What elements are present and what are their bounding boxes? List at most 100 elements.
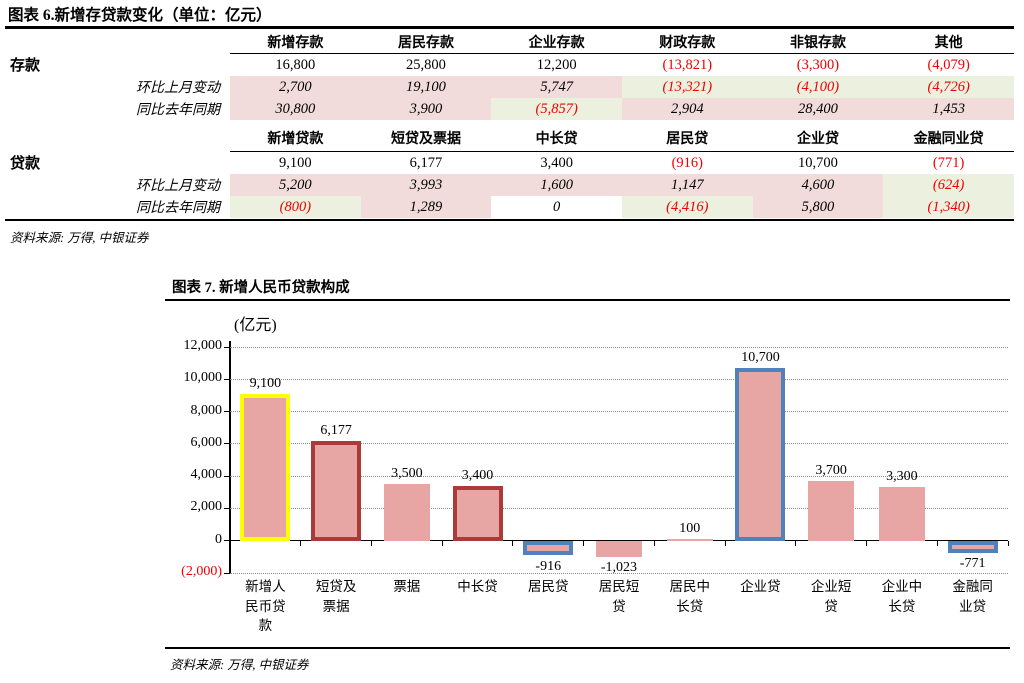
bar-chart-plot-area: (亿元) 12,000 10,000 8,000 6,000 4,000 2,000 0 (2… <box>181 317 1009 633</box>
row-label: 环比上月变动 <box>136 81 220 96</box>
table-cell: 1,600 <box>491 174 622 196</box>
loan-data-row-0: 贷款 9,100 6,177 3,400 (916) 10,700 (771) <box>5 152 1014 175</box>
bar-7 <box>735 367 786 541</box>
y-axis-tick <box>224 572 230 574</box>
table-cell: 1,289 <box>360 196 492 218</box>
bar-value-label: 3,700 <box>815 462 847 478</box>
deposit-header-row: 新增存款 居民存款 企业存款 财政存款 非银存款 其他 <box>5 31 1014 54</box>
x-axis-tick <box>370 540 372 546</box>
loan-data-row-2: 同比去年同期 (800) 1,289 0 (4,416) 5,800 (1,340) <box>5 196 1014 218</box>
gridline <box>230 507 1008 509</box>
bar-value-label: 10,700 <box>741 349 780 365</box>
y-axis-tick <box>224 411 230 413</box>
bar-value-label: 100 <box>679 521 701 537</box>
deposit-data-row-0: 存款 16,800 25,800 12,200 (13,821) (3,300) (4,07… <box>5 54 1014 77</box>
table-cell: (4,079) <box>927 56 970 73</box>
bar-value-label: 3,300 <box>886 469 918 485</box>
y-axis-label: 4,000 <box>190 467 223 483</box>
figure7-title: 图表 7. 新增人民币贷款构成 <box>172 280 350 296</box>
column-header: 金融同业贷 <box>883 120 1014 152</box>
column-header: 企业存款 <box>491 31 622 54</box>
y-axis-label: 2,000 <box>190 499 223 515</box>
y-axis-label: 10,000 <box>183 370 223 386</box>
x-axis-category-label: 居民中长贷 <box>654 577 725 616</box>
x-axis-tick <box>441 540 443 546</box>
gridline <box>230 475 1008 477</box>
row-label: 同比去年同期 <box>136 103 220 118</box>
table-cell: 12,200 <box>536 56 577 73</box>
column-header: 企业贷 <box>752 120 884 152</box>
gridline <box>230 443 1008 445</box>
figure7-source-note: 资料来源: 万得, 中银证券 <box>170 658 309 672</box>
table-cell: (624) <box>883 174 1014 196</box>
table-cell: (771) <box>932 154 965 171</box>
y-axis-tick <box>224 475 230 477</box>
figure7-top-rule <box>165 299 1010 301</box>
x-axis-category-text: 企业短贷 <box>810 579 852 614</box>
table-cell: 0 <box>553 198 561 215</box>
table-cell: (5,857) <box>491 98 622 120</box>
bar-value-label: -771 <box>959 556 986 572</box>
gridline <box>230 572 1008 574</box>
column-header: 非银存款 <box>752 31 884 54</box>
figure6-title: 图表 6.新增存贷款变化（单位：亿元） <box>8 7 272 24</box>
x-axis-category-text: 金融同业贷 <box>952 579 993 614</box>
figure6-table: 新增存款 居民存款 企业存款 财政存款 非银存款 其他 存款 16,800 25,800 12,2… <box>5 31 1014 218</box>
table-cell: 6,177 <box>409 154 443 171</box>
table-cell: (800) <box>230 196 361 218</box>
x-axis-category-label: 企业贷 <box>725 577 796 597</box>
gridline <box>230 346 1008 348</box>
bar-value-label: 3,400 <box>461 467 494 483</box>
x-axis-category-label: 中长贷 <box>442 577 513 597</box>
table-cell: 3,900 <box>360 98 492 120</box>
table-cell: 9,100 <box>279 154 312 171</box>
row-label: 环比上月变动 <box>136 179 220 194</box>
table-cell: (4,416) <box>621 196 753 218</box>
column-header: 短贷及票据 <box>360 120 492 152</box>
table-cell: 28,400 <box>752 98 884 120</box>
x-axis-tick <box>229 540 231 546</box>
x-axis-category-text: 票据 <box>393 579 421 594</box>
table-cell: 2,904 <box>621 98 753 120</box>
table-cell: 19,100 <box>360 76 492 98</box>
x-axis-tick <box>512 540 514 546</box>
table-cell: (13,821) <box>662 56 713 73</box>
table-cell: 30,800 <box>230 98 361 120</box>
table-cell: 1,453 <box>883 98 1014 120</box>
x-axis-tick <box>866 540 868 546</box>
x-axis-tick <box>936 540 938 546</box>
y-axis-tick <box>224 507 230 509</box>
row-label: 贷款 <box>10 156 41 173</box>
table-cell: 4,600 <box>752 174 884 196</box>
loan-header-row: 新增贷款 短贷及票据 中长贷 居民贷 企业贷 金融同业贷 <box>5 120 1014 152</box>
column-header: 居民存款 <box>360 31 492 54</box>
table-cell: 5,800 <box>752 196 884 218</box>
column-header: 新增存款 <box>230 31 361 54</box>
table-cell: 16,800 <box>275 56 316 73</box>
x-axis-category-text: 居民中长贷 <box>669 579 710 614</box>
x-axis-category-label: 金融同业贷 <box>937 577 1008 616</box>
table-cell: 5,200 <box>230 174 361 196</box>
bar-4 <box>523 540 574 556</box>
bar-3 <box>452 485 503 541</box>
y-axis-label: 8,000 <box>190 402 223 418</box>
x-axis-category-label: 居民短贷 <box>584 577 655 616</box>
table-cell: (4,726) <box>883 76 1014 98</box>
bar-6 <box>666 539 713 542</box>
x-axis-category-text: 新增人民币贷款 <box>245 579 286 633</box>
y-axis-label: 6,000 <box>190 434 223 450</box>
table-cell: 25,800 <box>406 56 446 73</box>
bar-0 <box>240 393 291 541</box>
row-label: 同比去年同期 <box>136 201 220 216</box>
figure7-bottom-rule <box>165 647 1010 649</box>
column-header: 其他 <box>883 31 1014 54</box>
x-axis-tick <box>724 540 726 546</box>
gridline <box>230 411 1008 413</box>
bar-8 <box>808 480 855 541</box>
x-axis-category-label: 新增人民币贷款 <box>230 577 301 636</box>
y-axis-label: 0 <box>215 531 222 547</box>
header-spacer-cell <box>5 31 230 54</box>
x-axis-category-text: 企业中长贷 <box>881 579 923 614</box>
table-cell: (1,340) <box>883 196 1014 218</box>
table-cell: 5,747 <box>491 76 622 98</box>
